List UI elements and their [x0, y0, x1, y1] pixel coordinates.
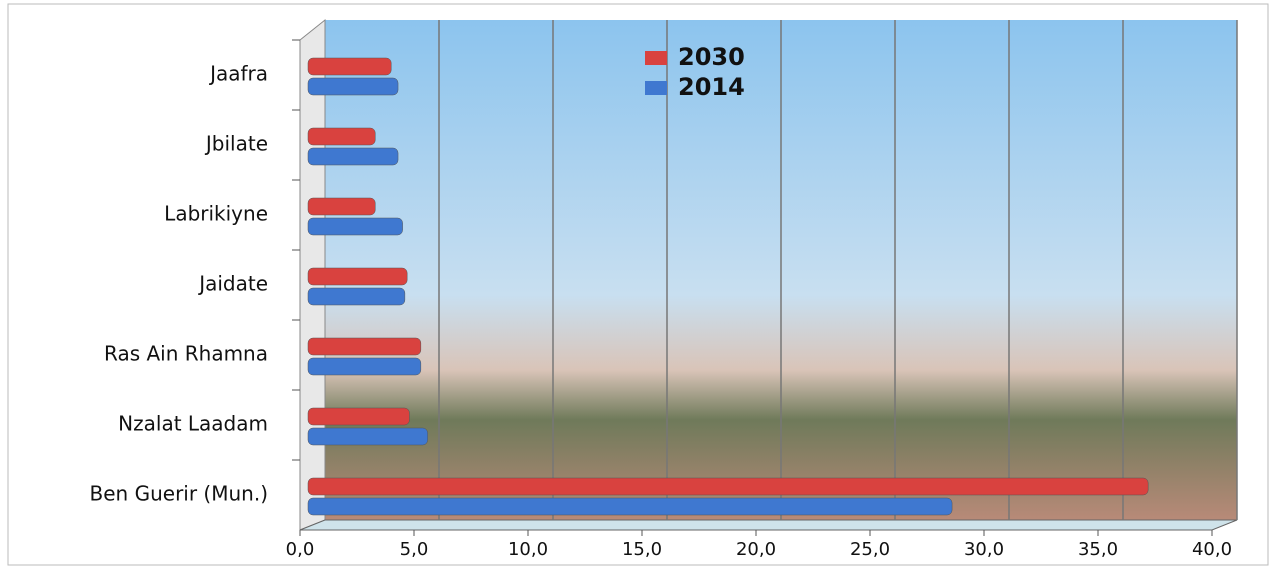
x-tick-label: 30,0 — [964, 539, 1004, 560]
bar — [307, 217, 403, 236]
legend-label: 2014 — [678, 73, 745, 101]
y-tick-label: Nzalat Laadam — [118, 412, 268, 436]
legend-swatch — [645, 81, 667, 95]
x-tick-label: 20,0 — [736, 539, 776, 560]
y-tick-label: Jbilate — [204, 132, 268, 156]
frame — [7, 3, 1269, 566]
bar — [307, 77, 399, 96]
bar — [307, 477, 1149, 496]
bar — [307, 147, 399, 166]
bar — [307, 267, 408, 286]
legend-swatch — [645, 51, 667, 65]
bar — [307, 407, 410, 426]
bar — [307, 287, 406, 306]
bar — [307, 57, 392, 76]
bar — [307, 427, 428, 446]
x-tick-label: 10,0 — [508, 539, 548, 560]
y-tick-label: Ben Guerir (Mun.) — [90, 482, 268, 506]
y-tick-label: Ras Ain Rhamna — [104, 342, 268, 366]
y-tick-label: Jaidate — [197, 272, 268, 296]
x-tick-label: 5,0 — [400, 539, 429, 560]
x-tick-label: 35,0 — [1078, 539, 1118, 560]
x-tick-label: 25,0 — [850, 539, 890, 560]
x-tick-label: 0,0 — [286, 539, 315, 560]
floor — [299, 519, 1238, 531]
bar — [307, 197, 376, 216]
y-tick-label: Jaafra — [208, 62, 268, 86]
legend-label: 2030 — [678, 43, 745, 71]
x-tick-label: 15,0 — [622, 539, 662, 560]
x-tick-label: 40,0 — [1192, 539, 1232, 560]
bar — [307, 127, 376, 146]
y-tick-label: Labrikiyne — [164, 202, 268, 226]
bar — [307, 497, 953, 516]
bar — [307, 337, 422, 356]
bar — [307, 357, 422, 376]
